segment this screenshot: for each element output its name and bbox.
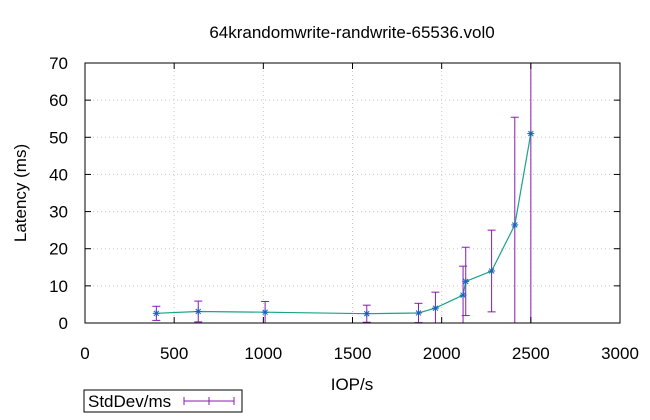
data-point-d2 — [153, 310, 160, 317]
legend: StdDev/ms — [83, 389, 243, 413]
error-bars — [152, 63, 532, 324]
data-point-d2 — [460, 292, 466, 298]
data-point — [152, 309, 160, 317]
data-point — [414, 309, 422, 317]
chart-title: 64krandomwrite-randwrite-65536.vol0 — [209, 23, 494, 42]
series-line — [156, 133, 532, 315]
x-axis-label: IOP/s — [331, 375, 374, 394]
data-point — [431, 304, 439, 312]
data-point — [363, 310, 371, 318]
legend-label: StdDev/ms — [88, 392, 171, 411]
y-tick-label: 40 — [49, 165, 68, 184]
y-tick-labels: 0 10 20 30 40 50 60 70 — [49, 54, 68, 333]
data-markers — [152, 130, 535, 318]
y-tick-label: 30 — [49, 203, 68, 222]
x-tick-label: 3000 — [601, 344, 639, 363]
data-point — [527, 130, 535, 138]
series-polyline — [156, 133, 532, 315]
data-point — [488, 267, 496, 275]
data-point-d2 — [363, 310, 370, 317]
y-tick-label: 10 — [49, 277, 68, 296]
x-tick-labels: 0 500 1000 1500 2000 2500 3000 — [80, 344, 639, 363]
y-tick-label: 60 — [49, 91, 68, 110]
data-point-d2 — [488, 268, 495, 274]
y-tick-label: 20 — [49, 240, 68, 259]
x-tick-label: 2500 — [512, 344, 550, 363]
y-axis-label: Latency (ms) — [11, 144, 30, 242]
y-tick-label: 0 — [59, 314, 68, 333]
y-tick-label: 70 — [49, 54, 68, 73]
data-point-d2 — [462, 278, 469, 285]
x-tick-label: 1000 — [244, 344, 282, 363]
x-tick-label: 500 — [160, 344, 188, 363]
data-point-d2 — [195, 308, 202, 315]
grid-lines — [85, 63, 620, 323]
error-bar — [510, 116, 519, 323]
data-point-d2 — [415, 310, 422, 316]
data-point — [194, 307, 202, 315]
legend-errorbar-symbol — [183, 397, 235, 405]
legend-box — [83, 389, 243, 413]
y-tick-label: 50 — [49, 128, 68, 147]
data-point-d2 — [262, 309, 268, 316]
data-point-d2 — [511, 222, 518, 228]
data-point — [459, 291, 467, 299]
axis-ticks — [84, 62, 621, 324]
data-point-d2 — [528, 130, 534, 137]
data-point-d2 — [432, 305, 439, 311]
x-tick-label: 2000 — [423, 344, 461, 363]
data-point — [261, 308, 269, 316]
x-tick-label: 0 — [80, 344, 89, 363]
data-point — [462, 277, 470, 285]
data-point — [511, 221, 519, 229]
x-tick-label: 1500 — [334, 344, 372, 363]
